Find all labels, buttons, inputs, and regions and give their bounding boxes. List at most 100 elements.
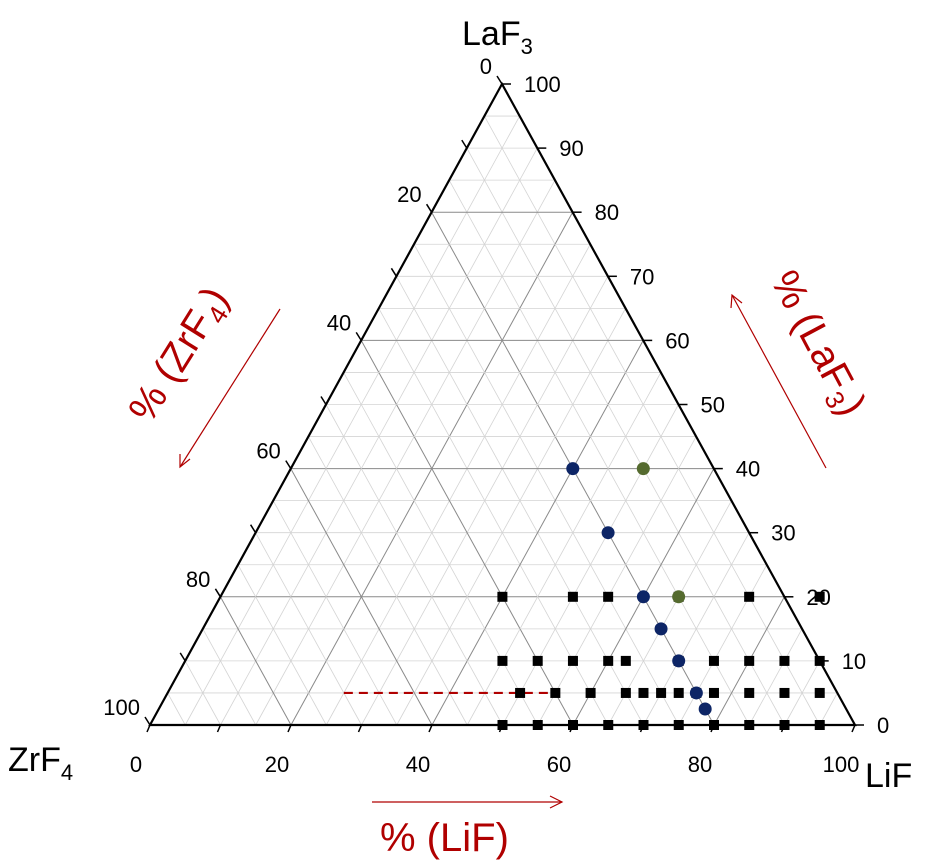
tick-label-right: 10 — [842, 649, 866, 674]
tick-label-right: 90 — [559, 136, 583, 161]
axis-title-right: % (LaF3) — [758, 264, 875, 425]
tick-label-left: 60 — [256, 439, 280, 464]
tick-left — [425, 203, 433, 213]
data-point-square — [532, 655, 543, 666]
tick-label-bottom: 80 — [688, 752, 712, 777]
data-point-circle — [566, 462, 580, 476]
data-point-square — [497, 655, 508, 666]
axis-title-bottom-group: % (LiF) — [372, 795, 564, 860]
tick-left — [355, 332, 362, 341]
data-point-square — [656, 687, 667, 698]
data-point-square — [709, 720, 719, 730]
tick-label-right: 70 — [630, 264, 654, 289]
tick-label-right: 40 — [736, 457, 760, 482]
data-point-square — [673, 720, 684, 730]
tick-bottom — [357, 724, 363, 733]
data-point-square — [497, 720, 508, 730]
grid-line-lif — [466, 372, 662, 726]
tick-label-left: 100 — [103, 695, 140, 720]
data-point-square — [744, 655, 755, 666]
grid-line-lif — [502, 404, 679, 726]
tick-left — [214, 588, 222, 598]
axis-title-bottom: % (LiF) — [380, 816, 509, 860]
data-point-square — [638, 687, 649, 698]
vertex-label-right: LiF — [865, 757, 912, 795]
grid-line-zrf4 — [167, 692, 186, 726]
grid-line-zrf4 — [484, 115, 821, 726]
tick-bottom — [287, 724, 292, 733]
grid-line-zrf4 — [325, 404, 503, 726]
grid-lines — [167, 115, 838, 726]
grid-line-zrf4 — [308, 436, 468, 726]
arrow-head-icon — [179, 454, 191, 469]
tick-label-left: 40 — [327, 310, 351, 335]
tick-left — [179, 652, 186, 662]
grid-line-lif — [537, 436, 697, 726]
data-point-square — [744, 687, 755, 698]
data-point-square — [585, 687, 596, 698]
tick-label-bottom: 40 — [406, 752, 430, 777]
data-point-square — [779, 720, 790, 730]
grid-line-zrf4 — [272, 500, 398, 726]
tick-left — [285, 460, 292, 469]
data-point-square — [779, 687, 790, 698]
grid-line-lif — [784, 660, 821, 726]
data-point-square — [779, 655, 790, 666]
vertex-label-left: ZrF4 — [8, 741, 73, 785]
tick-left — [144, 716, 151, 726]
tick-label-right: 20 — [806, 585, 830, 610]
data-point-square — [568, 720, 578, 730]
tick-label-right: 30 — [771, 521, 795, 546]
tick-label-bottom: 20 — [265, 752, 289, 777]
data-point-square — [567, 591, 578, 602]
data-point-square — [708, 687, 719, 698]
grid-line-lif — [396, 308, 626, 726]
data-point-square — [532, 720, 543, 730]
tick-bottom — [428, 724, 433, 733]
data-point-square — [603, 655, 614, 666]
data-point-circle — [601, 526, 615, 540]
grid-line-zrf4 — [343, 372, 539, 726]
data-point-square — [744, 720, 755, 730]
tick-bottom — [216, 724, 222, 733]
arrow-up-left-icon — [731, 294, 827, 469]
data-point-square — [814, 591, 825, 602]
axis-title-left: % (ZrF4) — [120, 279, 241, 432]
grid-line-lif — [748, 628, 803, 726]
tick-left — [249, 524, 257, 534]
vertex-label-top: LaF3 — [462, 15, 533, 59]
tick-label-bottom: 100 — [823, 752, 860, 777]
tick-label-right: 50 — [701, 393, 725, 418]
grid-line-lif — [819, 692, 838, 726]
data-point-square — [497, 591, 508, 602]
grid-line-zrf4 — [290, 468, 433, 726]
grid-line-zrf4 — [413, 244, 680, 726]
data-point-square — [603, 591, 614, 602]
data-point-circle — [672, 590, 686, 604]
data-point-circle — [689, 686, 703, 700]
tick-label-right: 80 — [595, 200, 619, 225]
triangle-axes — [144, 75, 864, 733]
data-point-circle — [672, 654, 686, 668]
tick-label-left: 0 — [480, 54, 492, 79]
data-point-square — [638, 720, 649, 730]
grid-line-zrf4 — [184, 660, 221, 726]
tick-label-bottom: 0 — [130, 752, 142, 777]
tick-bottom — [851, 724, 856, 733]
tick-label-bottom: 60 — [547, 752, 571, 777]
tick-left — [461, 139, 468, 149]
tick-left — [496, 75, 503, 85]
grid-line-zrf4 — [202, 628, 257, 726]
tick-left — [390, 267, 398, 277]
data-point-square — [515, 687, 526, 698]
grid-line-lif — [607, 500, 732, 726]
grid-line-lif — [325, 244, 591, 726]
data-point-square — [550, 687, 561, 698]
data-point-square — [814, 687, 825, 698]
data-point-square — [708, 655, 719, 666]
tick-left — [320, 396, 327, 405]
data-point-circle — [654, 622, 668, 636]
tick-label-right: 60 — [665, 328, 689, 353]
data-point-square — [814, 720, 825, 730]
